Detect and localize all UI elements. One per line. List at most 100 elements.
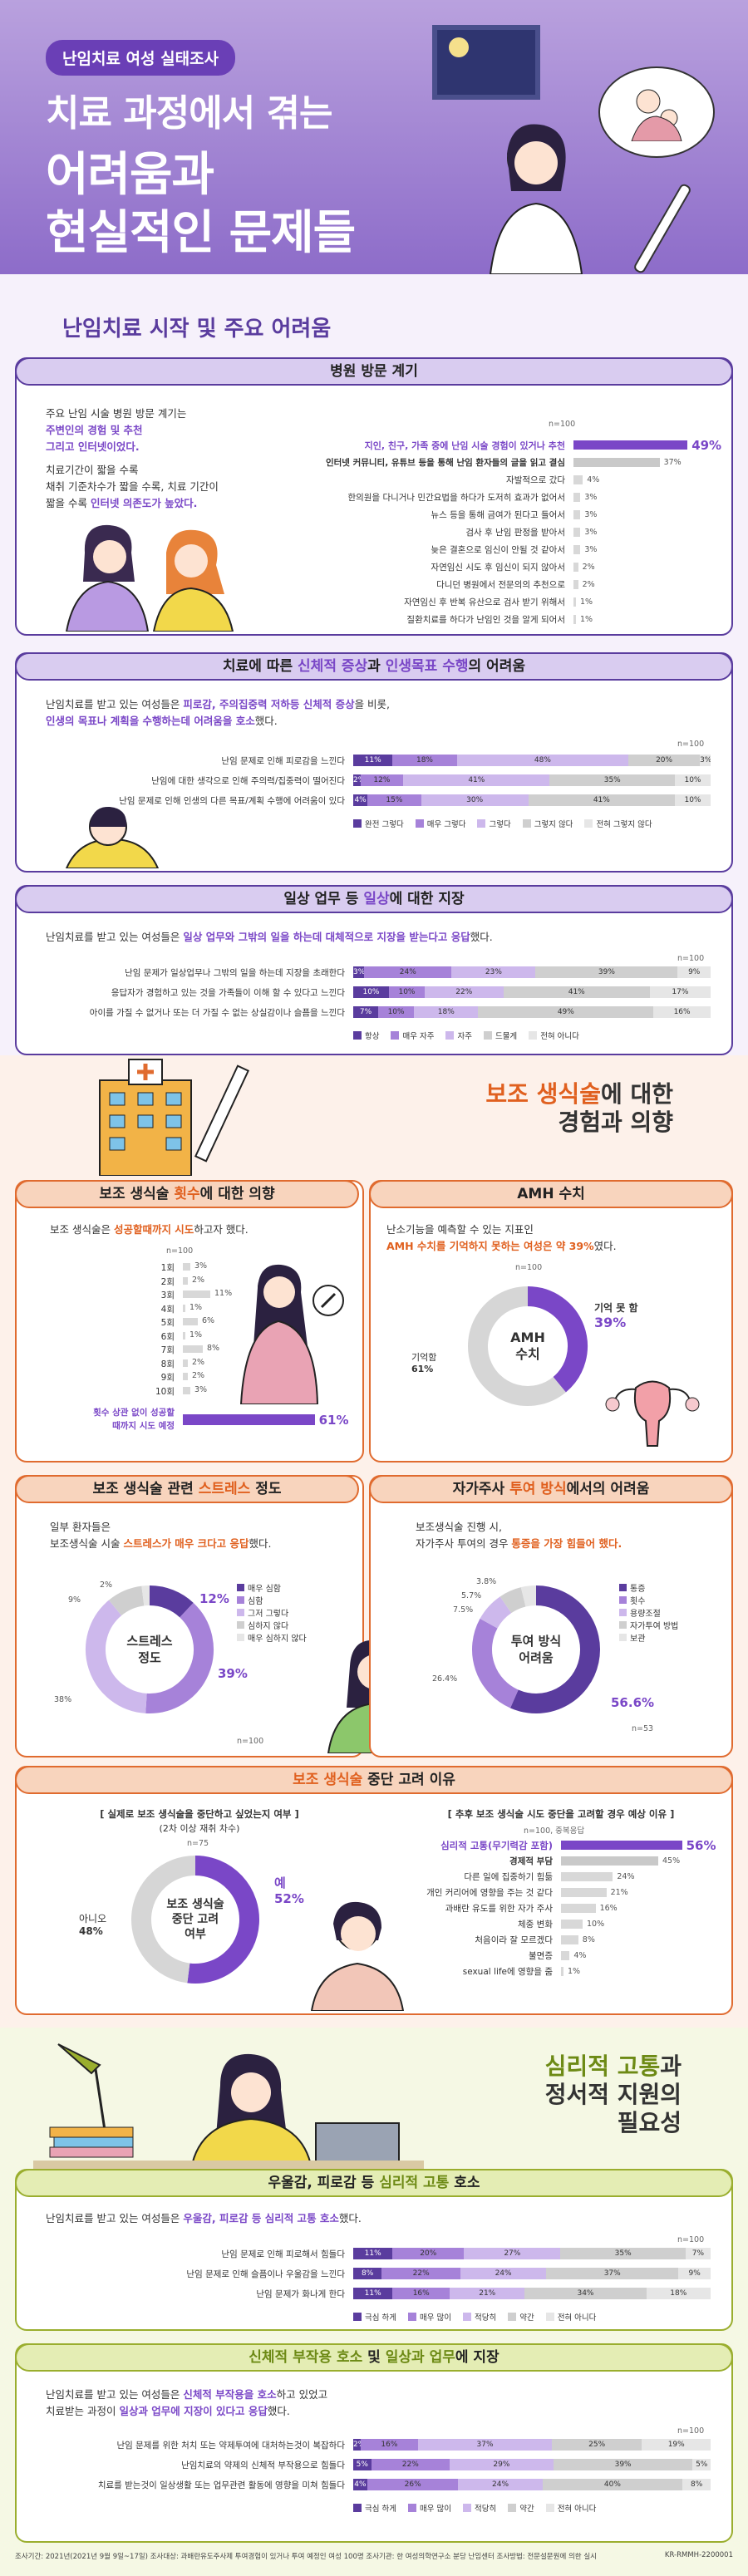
physical-segment: 4% — [353, 794, 368, 806]
visit-bar — [573, 545, 581, 554]
mood-legend-swatch — [508, 2313, 517, 2321]
visit-band: 병원 방문 계기 — [15, 357, 733, 386]
daily-stacked-bar: 10% 10% 22% 41% 17% — [353, 986, 711, 998]
stop-center-label: 보조 생식술 중단 고려 여부 — [166, 1898, 224, 1941]
physical-band: 치료에 따른 신체적 증상과 인생목표 수행의 어려움 — [15, 652, 733, 681]
mood-segment: 8% — [353, 2268, 382, 2279]
count-label: 9회 — [160, 1373, 175, 1383]
count-final-value: 61% — [318, 1413, 349, 1428]
mood-band: 우울감, 피로감 등 심리적 고통 호소 — [15, 2169, 733, 2197]
count-value: 8% — [207, 1344, 220, 1353]
visit-label: 한의원을 다니거나 민간요법을 하다가 도저히 효과가 없어서 — [347, 493, 565, 503]
stress-slice — [141, 1585, 150, 1606]
amh-center-label: AMH 수치 — [510, 1330, 545, 1362]
daily-segment: 17% — [649, 986, 711, 998]
stop-value: 4% — [573, 1951, 587, 1960]
daily-segment: 39% — [535, 966, 678, 978]
stop-value: 1% — [568, 1967, 581, 1976]
physical-segment: 12% — [360, 774, 404, 786]
body-legend-item: 매우 많이 — [407, 2502, 451, 2514]
body-legend-swatch — [353, 2504, 362, 2512]
stress-legend-item: 심함 — [237, 1595, 307, 1608]
count-final-bar — [183, 1414, 315, 1425]
mood-segment: 20% — [392, 2248, 465, 2259]
stress-value-very: 12% — [199, 1591, 229, 1606]
body-row-label: 치료를 받는것이 일상생활 또는 업무관련 활동에 영향을 미쳐 힘들다 — [97, 2480, 345, 2490]
stress-band: 보조 생식술 관련 스트레스 정도 — [15, 1475, 359, 1503]
mood-segment: 11% — [353, 2248, 393, 2259]
visit-label: 인터넷 커뮤니티, 유튜브 등을 통해 난임 환자들의 글을 읽고 결심 — [325, 458, 565, 468]
shot-legend-swatch — [619, 1609, 627, 1616]
visit-value: 1% — [580, 615, 593, 624]
visit-value: 2% — [582, 563, 595, 572]
daily-band: 일상 업무 등 일상에 대한 지장 — [15, 885, 733, 913]
mood-segment: 21% — [450, 2288, 525, 2299]
tired-woman-illustration — [65, 806, 160, 868]
shot-legend-swatch — [619, 1621, 627, 1629]
mood-stacked-bar: 8% 22% 24% 37% 9% — [353, 2268, 711, 2279]
physical-lead: 난임치료를 받고 있는 여성들은 피로감, 주의집중력 저하등 신체적 증상을 … — [46, 698, 391, 727]
daily-legend-swatch — [445, 1031, 455, 1040]
physical-row-label: 난임 문제로 인해 피로감을 느낀다 — [221, 756, 345, 766]
body-segment: 24% — [458, 2479, 543, 2490]
mood-legend-item: 매우 많이 — [407, 2311, 451, 2323]
night-window-illustration — [432, 25, 540, 100]
count-value: 1% — [189, 1330, 203, 1340]
shot-legend-item: 용량조절 — [619, 1608, 678, 1620]
physical-legend: 완전 그렇다 매우 그렇다 그렇다 그렇지 않다 전혀 그렇지 않다 — [353, 818, 652, 829]
shot-value-dose: 7.5% — [453, 1605, 474, 1615]
shot-n: n=53 — [632, 1724, 654, 1733]
shot-center-label: 투여 방식 어려움 — [510, 1634, 562, 1665]
daily-segment: 10% — [378, 1006, 415, 1018]
count-bar — [183, 1263, 190, 1271]
daily-legend-label: 매우 자주 — [402, 1032, 435, 1041]
body-lead: 난임치료를 받고 있는 여성들은 신체적 부작용을 호소하고 있었고 치료받는 … — [46, 2388, 328, 2417]
body-segment: 4% — [353, 2479, 367, 2490]
daily-segment: 24% — [364, 966, 452, 978]
stop-right-title: [ 추후 보조 생식술 시도 중단을 고려할 경우 예상 이유 ] — [447, 1808, 675, 1820]
hero-title-line3: 현실적인 문제들 — [46, 206, 356, 260]
stop-bar — [561, 1951, 570, 1960]
stop-left-n: n=75 — [187, 1839, 209, 1848]
body-legend: 극심 하게 매우 많이 적당히 약간 전혀 아니다 — [353, 2502, 596, 2514]
count-bar — [183, 1304, 185, 1312]
mood-legend: 극심 하게 매우 많이 적당히 약간 전혀 아니다 — [353, 2311, 596, 2323]
physical-legend-item: 그렇다 — [477, 818, 511, 829]
shot-value-storage: 3.8% — [476, 1577, 497, 1586]
whispering-women-illustration — [65, 524, 234, 632]
daily-legend-swatch — [391, 1031, 400, 1040]
body-segment: 22% — [371, 2459, 450, 2470]
survey-tag: 난임치료 여성 실태조사 — [46, 40, 236, 76]
body-legend-label: 극심 하게 — [365, 2505, 396, 2514]
shot-value-pain: 56.6% — [611, 1695, 655, 1710]
count-bar — [183, 1359, 188, 1367]
daily-lead: 난임치료를 받고 있는 여성들은 일상 업무와 그밖의 일을 하는데 대체적으로… — [46, 931, 493, 943]
mood-legend-swatch — [545, 2313, 554, 2321]
stop-bar — [561, 1967, 563, 1976]
daily-legend-item: 전혀 아니다 — [529, 1030, 579, 1041]
daily-legend-swatch — [353, 1031, 362, 1040]
visit-bar — [573, 563, 578, 572]
mood-legend-label: 극심 하게 — [365, 2313, 396, 2323]
visit-value: 37% — [663, 458, 682, 467]
body-stacked-bar: 4% 26% 24% 40% 8% — [353, 2479, 711, 2490]
physical-legend-label: 완전 그렇다 — [365, 820, 404, 829]
mood-segment: 34% — [524, 2288, 647, 2299]
daily-stacked-bar: 7% 10% 18% 49% 16% — [353, 1006, 711, 1018]
hospital-illustration — [99, 1059, 250, 1176]
amh-band: AMH 수치 — [369, 1180, 733, 1208]
physical-legend-swatch — [353, 819, 362, 828]
stress-legend-label: 매우 심하지 않다 — [248, 1635, 307, 1644]
thinking-woman-illustration — [310, 1901, 405, 2011]
count-label: 7회 — [160, 1345, 175, 1355]
mood-legend-label: 전혀 아니다 — [557, 2313, 597, 2323]
mood-legend-item: 극심 하게 — [353, 2311, 396, 2323]
amh-panel — [369, 1180, 733, 1463]
physical-legend-swatch — [584, 819, 593, 828]
amh-label-forgot: 기억 못 함 39% — [594, 1302, 638, 1330]
amh-slice — [468, 1286, 566, 1406]
shot-legend-label: 통증 — [630, 1585, 646, 1594]
body-segment: 29% — [450, 2459, 554, 2470]
daily-segment: 18% — [414, 1006, 479, 1018]
visit-bar — [573, 475, 583, 484]
